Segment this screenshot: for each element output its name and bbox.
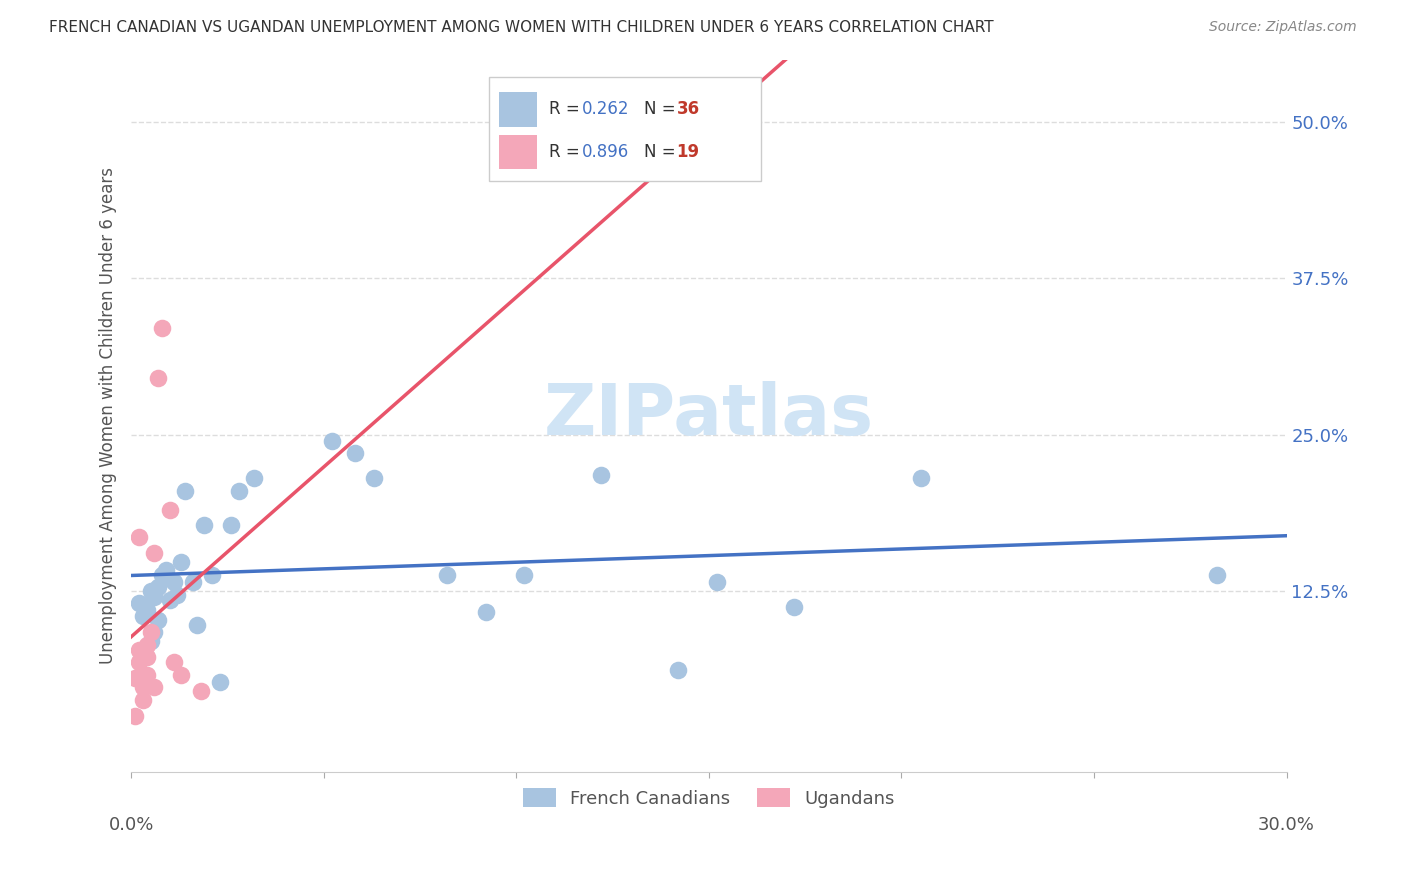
Point	[174, 483, 197, 498]
Point	[666, 663, 689, 677]
Text: R =: R =	[550, 144, 585, 161]
Point	[782, 600, 804, 615]
Point	[186, 617, 208, 632]
Point	[193, 517, 215, 532]
Point	[135, 650, 157, 665]
Point	[124, 672, 146, 686]
Point	[910, 471, 932, 485]
Point	[150, 321, 173, 335]
Point	[132, 692, 155, 706]
Point	[143, 625, 166, 640]
Text: ZIPatlas: ZIPatlas	[544, 382, 875, 450]
Point	[159, 592, 181, 607]
Bar	[489, 78, 761, 181]
Point	[363, 471, 385, 485]
Point	[135, 638, 157, 652]
Bar	[499, 93, 537, 127]
Text: N =: N =	[644, 144, 681, 161]
Point	[139, 634, 162, 648]
Point	[143, 546, 166, 560]
Text: N =: N =	[644, 101, 681, 119]
Point	[162, 575, 184, 590]
Point	[170, 667, 193, 681]
Point	[190, 684, 212, 698]
Point	[135, 603, 157, 617]
Point	[221, 517, 243, 532]
Point	[139, 625, 162, 640]
Point	[132, 680, 155, 694]
Point	[181, 575, 204, 590]
Point	[128, 530, 150, 544]
Text: 30.0%: 30.0%	[1258, 816, 1315, 834]
Point	[128, 642, 150, 657]
Point	[128, 655, 150, 669]
Point	[155, 563, 177, 577]
Point	[208, 675, 231, 690]
Text: Source: ZipAtlas.com: Source: ZipAtlas.com	[1209, 20, 1357, 34]
Text: 36: 36	[676, 101, 700, 119]
Point	[591, 467, 613, 482]
Text: 0.0%: 0.0%	[108, 816, 153, 834]
Point	[124, 709, 146, 723]
Point	[436, 567, 458, 582]
Point	[139, 583, 162, 598]
Text: FRENCH CANADIAN VS UGANDAN UNEMPLOYMENT AMONG WOMEN WITH CHILDREN UNDER 6 YEARS : FRENCH CANADIAN VS UGANDAN UNEMPLOYMENT …	[49, 20, 994, 35]
Point	[150, 567, 173, 582]
Point	[159, 502, 181, 516]
Legend: French Canadians, Ugandans: French Canadians, Ugandans	[515, 780, 904, 817]
Point	[1206, 567, 1229, 582]
Bar	[499, 136, 537, 169]
Point	[128, 597, 150, 611]
Point	[166, 588, 188, 602]
Text: 0.262: 0.262	[582, 101, 630, 119]
Point	[170, 555, 193, 569]
Point	[132, 609, 155, 624]
Point	[201, 567, 224, 582]
Point	[148, 580, 170, 594]
Point	[243, 471, 266, 485]
Point	[143, 680, 166, 694]
Y-axis label: Unemployment Among Women with Children Under 6 years: Unemployment Among Women with Children U…	[100, 168, 117, 665]
Point	[321, 434, 343, 448]
Point	[162, 655, 184, 669]
Point	[143, 591, 166, 605]
Text: 19: 19	[676, 144, 700, 161]
Point	[148, 371, 170, 385]
Point	[513, 567, 536, 582]
Point	[474, 605, 496, 619]
Point	[135, 667, 157, 681]
Text: 0.896: 0.896	[582, 144, 628, 161]
Point	[343, 446, 366, 460]
Point	[148, 613, 170, 627]
Text: R =: R =	[550, 101, 585, 119]
Point	[706, 575, 728, 590]
Point	[228, 483, 250, 498]
